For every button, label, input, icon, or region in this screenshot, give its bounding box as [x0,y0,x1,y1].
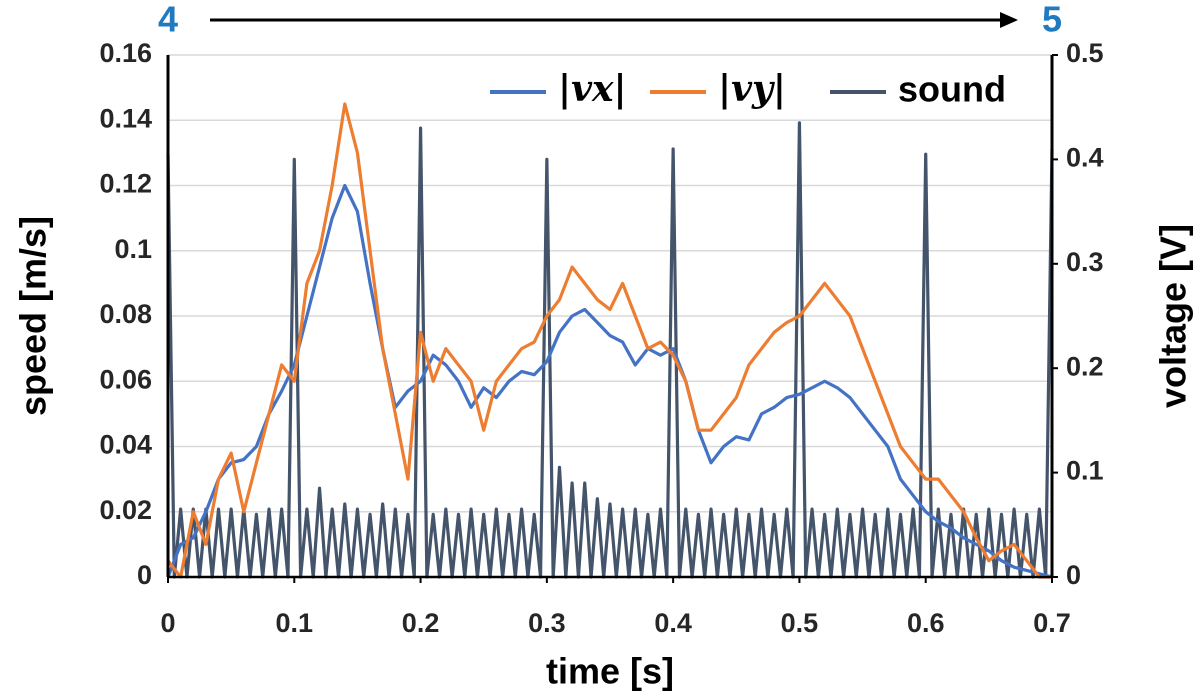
series-line [166,183,1053,579]
y2-tick-label: 0.1 [1066,456,1104,486]
legend-label: |vx| [558,68,627,110]
series-line [166,102,1052,579]
y2-axis-title: voltage [V] [1153,224,1194,408]
y2-tick-label: 0.4 [1066,143,1104,173]
annotation: 4 [158,0,178,40]
x-tick-label: 0.1 [276,608,314,638]
y-tick-label: 0.04 [99,430,152,460]
arrow-head [1000,12,1018,28]
y2-tick-label: 0.3 [1066,247,1104,277]
plot-area [166,102,1054,579]
y-tick-label: 0 [137,560,152,590]
y-tick-label: 0.08 [99,299,152,329]
y-tick-label: 0.02 [99,495,152,525]
y2-tick-label: 0.5 [1066,38,1104,68]
y2-tick-label: 0 [1066,560,1081,590]
y-tick-label: 0.16 [99,38,152,68]
y-tick-label: 0.14 [99,103,152,133]
series-line [166,121,1054,579]
legend: |vx| |vy| sound [490,68,1006,110]
axes: 0 0.02 0.04 0.06 0.08 0.1 0.12 0.14 0.16 0 0.1 0.2 0… [99,38,1103,638]
y-axis-title: speed [m/s] [13,216,54,416]
x-tick-label: 0.7 [1033,608,1071,638]
x-tick-label: 0.6 [907,608,945,638]
y-tick-label: 0.12 [99,169,152,199]
annotation: 5 [1042,0,1062,40]
y-tick-label: 0.06 [99,364,152,394]
legend-label: |vy| [718,68,786,110]
x-tick-label: 0.5 [781,608,819,638]
x-tick-label: 0 [160,608,175,638]
legend-label: sound [898,69,1006,110]
x-tick-label: 0.3 [528,608,566,638]
x-tick-label: 0.2 [402,608,440,638]
y-tick-label: 0.1 [114,234,152,264]
x-tick-label: 0.4 [654,608,692,638]
x-axis-title: time [s] [546,651,674,692]
y2-tick-label: 0.2 [1066,351,1104,381]
